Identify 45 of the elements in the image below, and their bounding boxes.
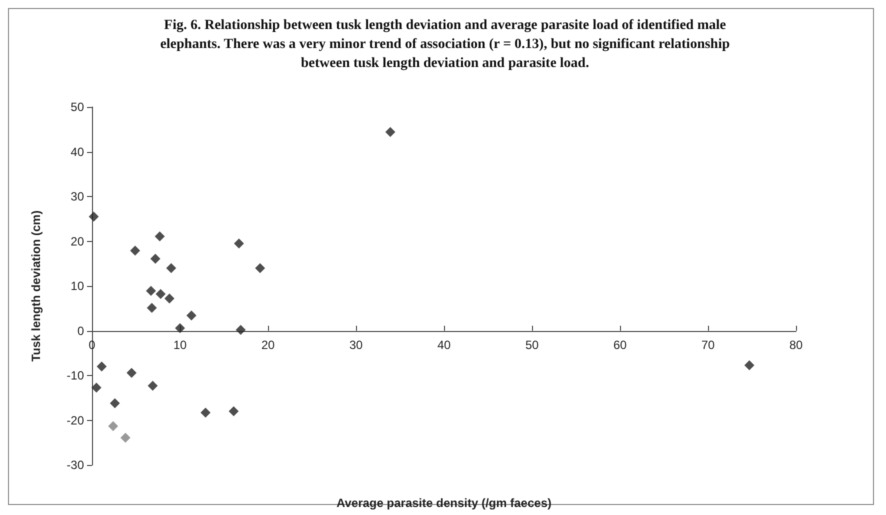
x-tick-label: 40: [437, 338, 451, 352]
y-tick-label: 0: [77, 324, 84, 338]
point: [166, 263, 176, 274]
y-tick-label: 40: [70, 144, 84, 159]
y-tick-label: -20: [66, 413, 84, 428]
point: [236, 324, 246, 335]
point: [110, 398, 120, 408]
point: [88, 212, 99, 222]
point: [186, 310, 196, 321]
point: [130, 246, 140, 256]
x-tick-label: 20: [261, 338, 275, 352]
point: [120, 432, 130, 443]
point: [91, 382, 102, 393]
y-tick-label: -10: [66, 368, 84, 382]
x-tick-label: 60: [613, 338, 627, 352]
point: [148, 380, 158, 391]
y-tick-label: 10: [70, 279, 84, 293]
x-tick-label: 80: [789, 338, 803, 352]
y-axis-title: Tusk length deviation (cm): [29, 210, 43, 362]
point: [146, 286, 156, 296]
point: [744, 360, 754, 370]
y-tick-label: 30: [70, 190, 84, 204]
point: [175, 323, 185, 334]
y-tick-label: -30: [66, 458, 84, 472]
point: [96, 362, 107, 372]
point: [234, 238, 244, 248]
chart-title: Fig. 6. Relationship between tusk length deviation and average parasite load of identified male elephants. There was a very minor trend of association (r = 0.13), but no significant relationship between tusk length deviation and parasite load.: [159, 17, 731, 73]
point: [385, 127, 396, 138]
point: [200, 408, 211, 418]
point: [255, 263, 266, 274]
x-tick-label: 50: [525, 338, 539, 352]
x-tick-label: 70: [701, 338, 715, 352]
x-tick-label: 10: [173, 338, 187, 352]
point: [108, 421, 118, 432]
point: [150, 254, 160, 264]
point: [146, 302, 157, 313]
point: [156, 289, 166, 300]
x-axis-title: Average parasite density (/gm faeces): [336, 496, 552, 510]
y-tick-label: 20: [70, 234, 84, 248]
x-tick-label: 30: [349, 338, 363, 352]
y-tick-label: 50: [70, 100, 84, 114]
point: [228, 406, 239, 416]
point: [126, 368, 137, 378]
point: [164, 294, 174, 304]
point: [154, 231, 165, 242]
